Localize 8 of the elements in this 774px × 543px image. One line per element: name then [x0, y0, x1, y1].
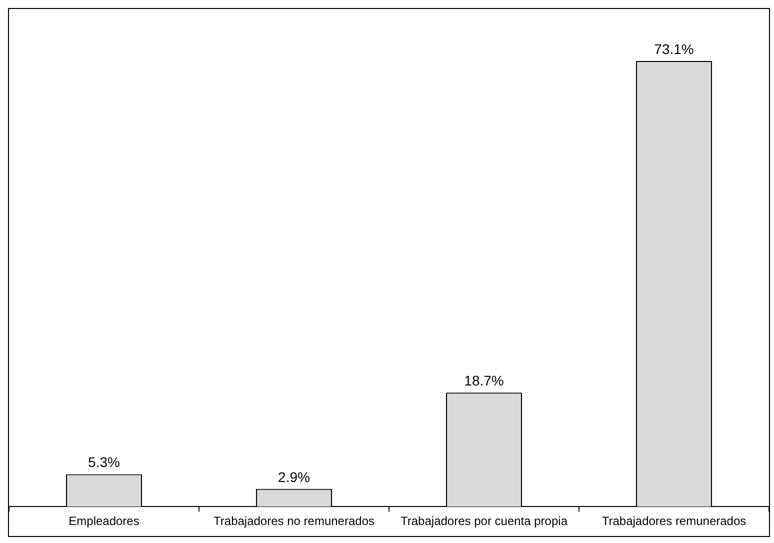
data-label: 73.1%	[654, 40, 694, 57]
data-label: 5.3%	[88, 454, 120, 470]
data-label: 18.7%	[464, 372, 504, 388]
x-tick-label: Trabajadores por cuenta propia	[400, 514, 568, 528]
x-tick-label: Empleadores	[68, 514, 140, 528]
x-tick-label: Trabajadores remunerados	[602, 514, 746, 528]
data-label: 2.9%	[278, 468, 310, 485]
x-tick-label: Trabajadores no remunerados	[214, 514, 374, 528]
